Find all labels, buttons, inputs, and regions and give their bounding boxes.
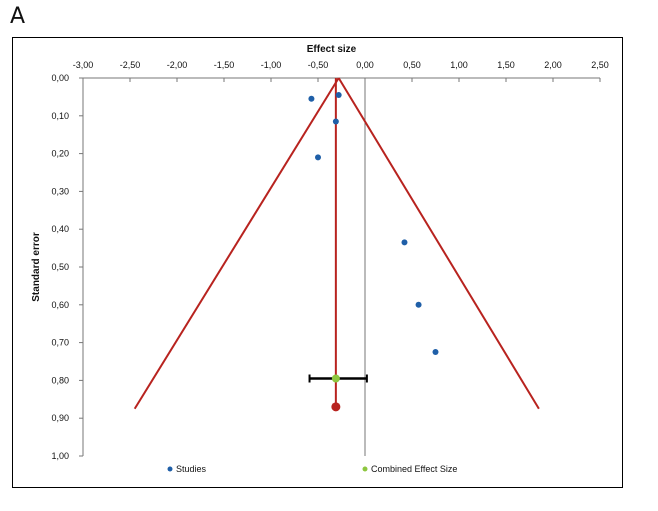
y-tick-label: 1,00 bbox=[51, 451, 69, 461]
y-tick-label: 0,70 bbox=[51, 338, 69, 348]
panel-label: A bbox=[10, 4, 26, 29]
x-tick-label: 2,00 bbox=[544, 60, 562, 70]
funnel-lines bbox=[133, 77, 540, 412]
study-point bbox=[415, 301, 422, 308]
x-tick-label: -3,00 bbox=[73, 60, 94, 70]
legend: Studies Combined Effect Size bbox=[167, 464, 457, 474]
x-axis-title: Effect size bbox=[307, 44, 357, 55]
study-point bbox=[332, 118, 339, 125]
data-points bbox=[308, 92, 439, 383]
x-tick-label: -2,50 bbox=[120, 60, 141, 70]
funnel-right-line bbox=[337, 77, 540, 410]
combined-effect-point bbox=[331, 374, 340, 383]
legend-combined-label: Combined Effect Size bbox=[371, 464, 457, 474]
x-tick-label: -2,00 bbox=[167, 60, 188, 70]
x-tick-label: -1,50 bbox=[214, 60, 235, 70]
y-tick-label: 0,20 bbox=[51, 149, 69, 159]
axes: -3,00 -2,50 -2,00 -1,50 -1,00 -0,50 0,00 0,50 1,… bbox=[31, 44, 609, 461]
y-tick-label: 0,60 bbox=[51, 300, 69, 310]
x-tick-label: 0,50 bbox=[403, 60, 421, 70]
y-tick-label: 0,00 bbox=[51, 73, 69, 83]
y-tick-label: 0,30 bbox=[51, 186, 69, 196]
legend-studies-label: Studies bbox=[176, 464, 207, 474]
study-point bbox=[315, 154, 321, 161]
x-tick-label: 0,00 bbox=[356, 60, 374, 70]
study-point bbox=[308, 95, 315, 102]
legend-combined-marker bbox=[362, 466, 368, 472]
x-tick-label: 2,50 bbox=[591, 60, 609, 70]
funnel-plot: -3,00 -2,50 -2,00 -1,50 -1,00 -0,50 0,00 0,50 1,… bbox=[31, 44, 609, 474]
legend-studies-marker bbox=[167, 466, 173, 472]
y-tick-label: 0,10 bbox=[51, 111, 69, 121]
study-point bbox=[401, 239, 408, 246]
study-point bbox=[432, 349, 439, 356]
y-tick-label: 0,90 bbox=[51, 413, 69, 423]
x-tick-label: 1,00 bbox=[450, 60, 468, 70]
funnel-base-marker bbox=[331, 402, 341, 412]
x-tick-label: 1,50 bbox=[497, 60, 515, 70]
y-tick-label: 0,80 bbox=[51, 375, 69, 385]
funnel-left-line bbox=[133, 77, 340, 410]
chart-frame: -3,00 -2,50 -2,00 -1,50 -1,00 -0,50 0,00 0,50 1,… bbox=[12, 37, 623, 488]
study-point bbox=[335, 92, 342, 99]
x-tick-label: -0,50 bbox=[308, 60, 329, 70]
x-tick-label: -1,00 bbox=[261, 60, 282, 70]
y-tick-label: 0,50 bbox=[51, 262, 69, 272]
y-tick-label: 0,40 bbox=[51, 224, 69, 234]
y-axis-title: Standard error bbox=[31, 232, 42, 302]
